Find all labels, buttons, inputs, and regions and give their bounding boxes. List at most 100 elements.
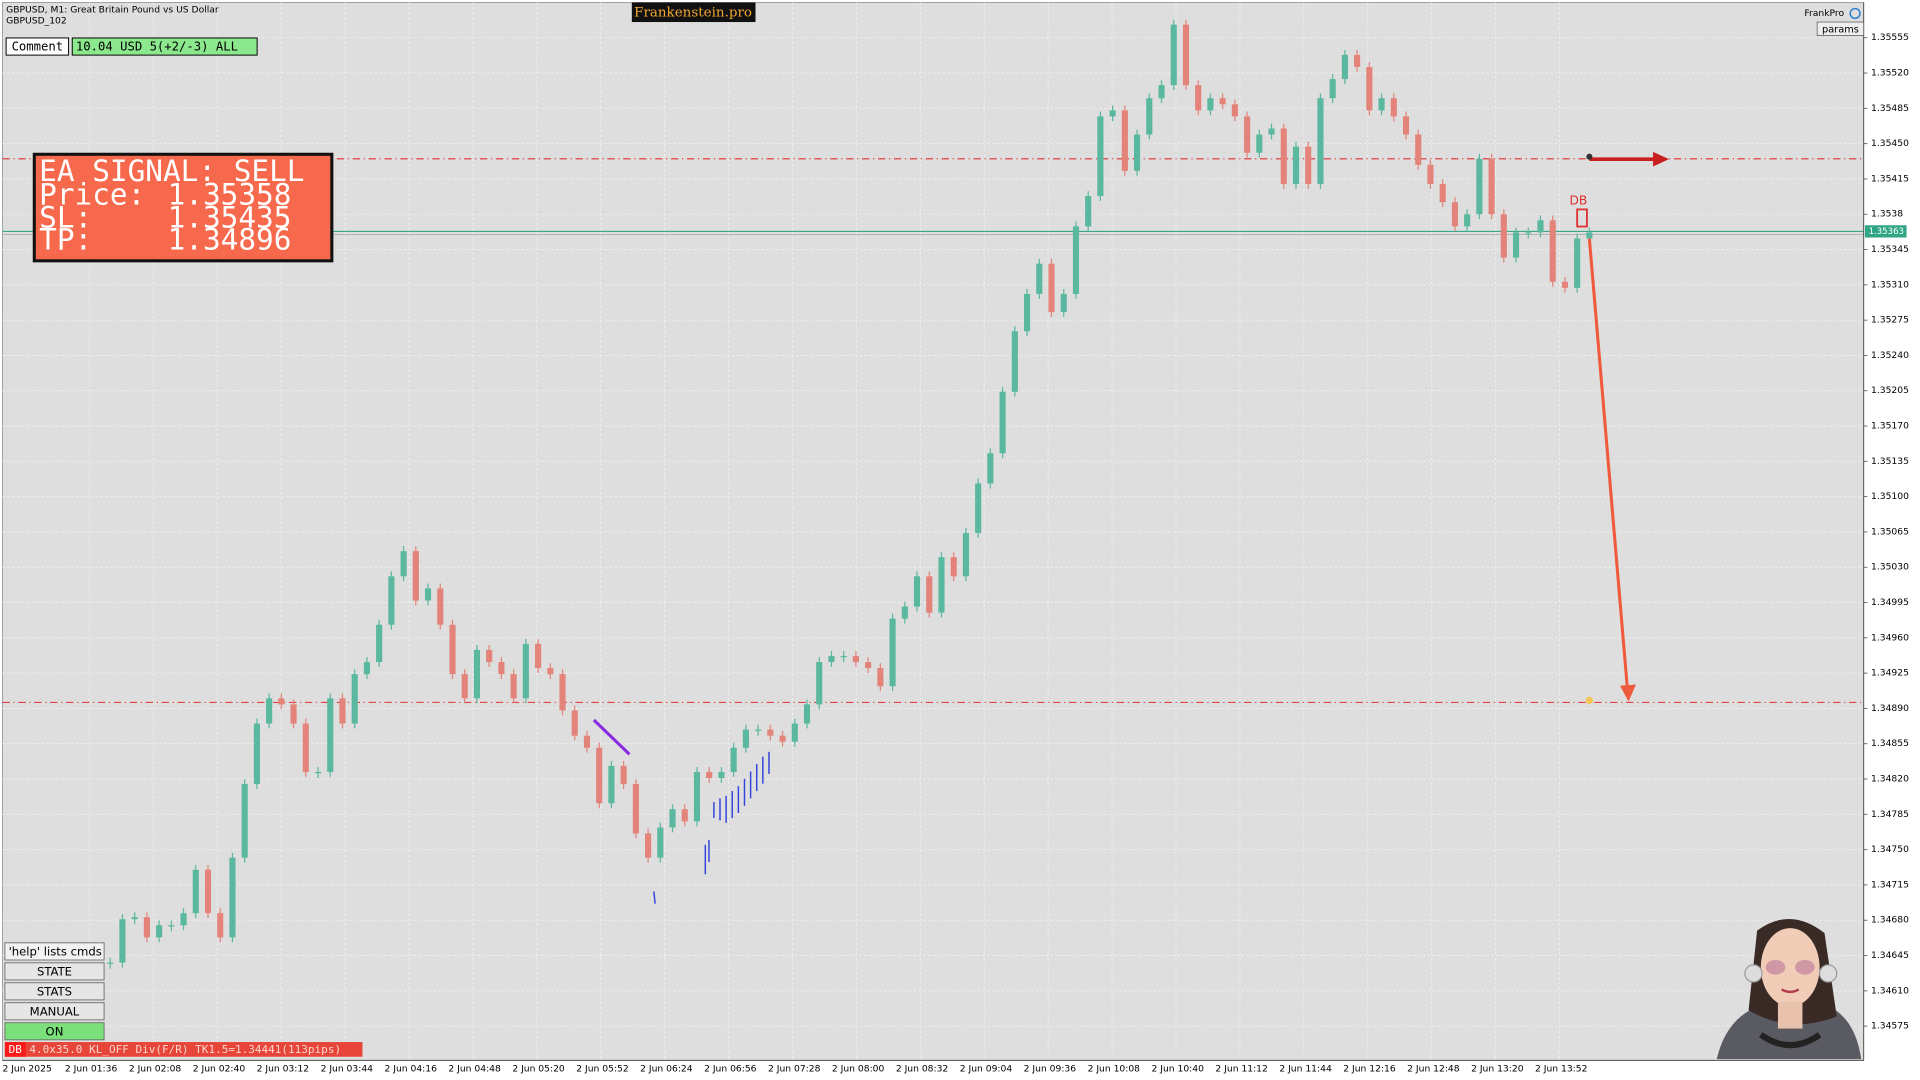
x-tick-label: 2 Jun 04:16 <box>384 1063 437 1074</box>
candle <box>596 747 603 804</box>
y-tick-label: 1.35030 <box>1871 562 1909 573</box>
candle <box>510 674 517 699</box>
candles <box>107 19 1593 969</box>
candle <box>791 723 798 742</box>
candle <box>1085 196 1092 227</box>
y-tick-label: 1.34715 <box>1871 879 1909 890</box>
y-tick-label: 1.34855 <box>1871 738 1909 749</box>
y-tick-label: 1.35345 <box>1871 244 1909 255</box>
comment-value: 10.04 USD 5(+2/-3) ALL <box>76 40 238 54</box>
button-label: STATS <box>37 984 72 998</box>
params-button[interactable] <box>1816 21 1865 36</box>
bid-label: 1.35363 <box>1869 227 1904 237</box>
signal-sl-label: SL: <box>39 201 92 235</box>
candle <box>547 668 554 675</box>
candle <box>1512 232 1520 258</box>
candle <box>1525 232 1532 234</box>
candle <box>473 649 481 699</box>
button[interactable] <box>4 982 105 1001</box>
x-tick-label: 2 Jun 13:52 <box>1535 1063 1587 1074</box>
candle <box>1476 158 1483 215</box>
button[interactable] <box>4 942 105 961</box>
candle <box>779 735 786 742</box>
candle <box>1415 134 1422 165</box>
candle <box>571 710 578 736</box>
candle <box>351 674 358 724</box>
candle <box>1390 98 1397 117</box>
candle <box>755 729 762 731</box>
candle <box>1280 128 1287 184</box>
y-tick-label: 1.35065 <box>1871 526 1909 537</box>
y-tick-label: 1.34995 <box>1871 597 1909 608</box>
y-tick-label: 1.35310 <box>1871 279 1909 290</box>
db-marker: DB <box>1569 193 1587 207</box>
candle <box>1537 220 1544 233</box>
candle <box>1586 232 1593 239</box>
candle <box>522 643 529 699</box>
candle <box>1121 110 1128 171</box>
candle <box>950 557 957 577</box>
candle <box>119 919 126 963</box>
button[interactable] <box>4 1002 105 1021</box>
candle <box>339 698 346 724</box>
y-tick-label: 1.3538 <box>1871 209 1903 220</box>
candle <box>999 391 1006 454</box>
candle <box>632 784 639 834</box>
indicator: FrankPro <box>1804 8 1844 19</box>
candle <box>816 662 823 705</box>
candle <box>461 674 468 699</box>
candle <box>1207 98 1214 111</box>
x-tick-label: 2 Jun 08:00 <box>832 1063 885 1074</box>
x-tick-label: 2 Jun 05:52 <box>576 1063 628 1074</box>
brand: Frankenstein.pro <box>634 5 752 20</box>
candle <box>559 674 566 711</box>
candle <box>1378 98 1385 111</box>
status-text: 4.0x35.0 KL_OFF Div(F/R) TK1.5=1.34441(1… <box>29 1043 341 1056</box>
y-tick-label: 1.35205 <box>1871 385 1909 396</box>
y-tick-label: 1.35100 <box>1871 491 1909 502</box>
x-tick-label: 2 Jun 12:48 <box>1407 1063 1460 1074</box>
candle <box>1170 24 1177 86</box>
button-label: STATE <box>37 965 72 979</box>
candle <box>400 551 407 577</box>
candle <box>327 698 334 772</box>
y-tick-label: 1.34960 <box>1871 632 1909 643</box>
button-panel: 'help' lists cmds STATE STATS MANUAL ON <box>4 942 105 1041</box>
candle <box>449 624 456 675</box>
candle <box>901 606 908 619</box>
candle <box>681 809 688 822</box>
candle <box>608 765 615 804</box>
y-tick-label: 1.35135 <box>1871 456 1909 467</box>
candle <box>290 704 297 724</box>
x-tick-label: 2 Jun 04:48 <box>448 1063 501 1074</box>
candle <box>1292 146 1300 184</box>
symbol: GBPUSD, M1: Great Britain Pound vs US Do… <box>6 4 219 15</box>
params-label: params <box>1822 24 1859 35</box>
candle <box>926 576 933 613</box>
comment-value-bg <box>71 37 258 56</box>
candle <box>1329 79 1336 99</box>
button[interactable] <box>4 1022 105 1041</box>
y-tick-label: 1.35170 <box>1871 421 1909 432</box>
blue-dots <box>653 751 770 904</box>
comment-label: Comment <box>12 40 64 54</box>
entry-dot <box>1586 153 1593 160</box>
candle <box>1036 263 1043 294</box>
x-tick-label: 2 Jun 09:36 <box>1024 1063 1077 1074</box>
tp-dot <box>1585 696 1594 705</box>
x-tick-label: 2 Jun 07:28 <box>768 1063 821 1074</box>
candle <box>1268 128 1275 135</box>
candle <box>1011 331 1018 392</box>
candle <box>1256 134 1263 153</box>
signal-title: EA SIGNAL: SELL <box>39 154 304 188</box>
candle <box>1244 116 1251 153</box>
y-tick-label: 1.34820 <box>1871 774 1909 785</box>
x-tick-label: 2 Jun 12:16 <box>1343 1063 1396 1074</box>
candle <box>535 643 542 669</box>
candle <box>1097 116 1104 197</box>
button[interactable] <box>4 962 105 981</box>
x-tick-label: 2 Jun 11:44 <box>1279 1063 1332 1074</box>
y-tick-label: 1.34680 <box>1871 915 1909 926</box>
candle <box>620 765 627 785</box>
button-label: 'help' lists cmds <box>9 945 102 959</box>
